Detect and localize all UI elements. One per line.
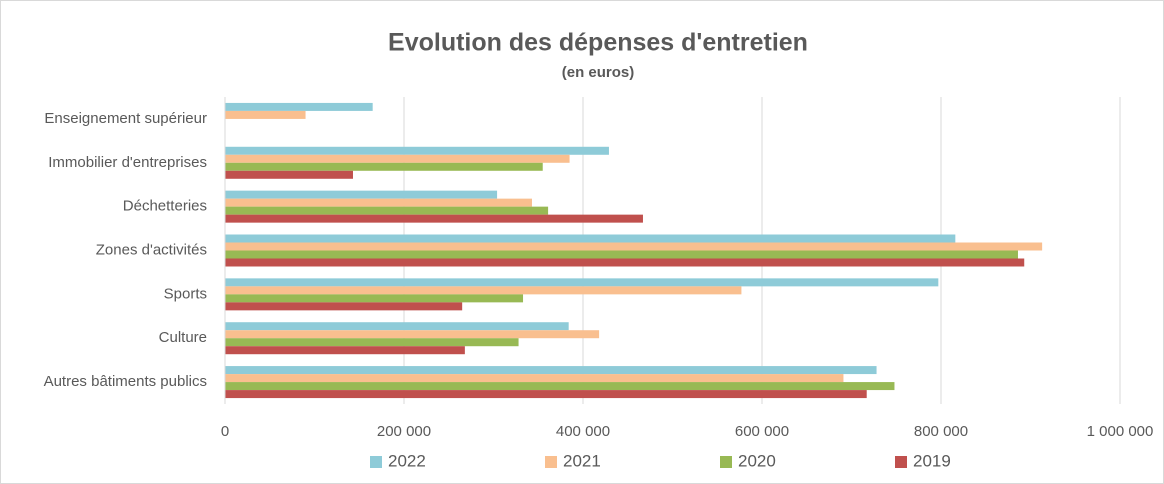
legend-label: 2019 (913, 451, 951, 470)
x-tick-label: 0 (221, 423, 229, 440)
x-tick-label: 200 000 (377, 423, 431, 440)
legend-swatch (895, 456, 907, 468)
bar (225, 214, 643, 223)
bar (225, 110, 306, 119)
x-tick-label: 600 000 (735, 423, 789, 440)
x-tick-label: 1 000 000 (1087, 423, 1154, 440)
y-tick-label: Enseignement supérieur (44, 110, 207, 127)
bar (225, 302, 463, 311)
bar (225, 374, 844, 383)
y-tick-label: Zones d'activités (96, 241, 207, 258)
legend-label: 2020 (738, 451, 776, 470)
bar (225, 170, 353, 179)
chart-subtitle: (en euros) (562, 64, 635, 81)
y-tick-label: Culture (159, 329, 207, 346)
legend-swatch (720, 456, 732, 468)
bar (225, 322, 569, 331)
bar (225, 162, 543, 171)
bar (225, 278, 939, 287)
bar (225, 258, 1025, 267)
y-tick-label: Immobilier d'entreprises (48, 154, 207, 171)
bar (225, 366, 877, 375)
legend-swatch (370, 456, 382, 468)
chart-title: Evolution des dépenses d'entretien (388, 29, 808, 57)
legend-label: 2021 (563, 451, 601, 470)
bar (225, 198, 532, 207)
bar (225, 390, 867, 399)
x-tick-label: 400 000 (556, 423, 610, 440)
bar (225, 382, 895, 391)
bar (225, 154, 570, 163)
y-tick-label: Autres bâtiments publics (44, 373, 207, 390)
bar (225, 206, 549, 215)
bar (225, 250, 1018, 259)
y-tick-label: Sports (164, 285, 207, 302)
bar (225, 146, 609, 155)
legend-swatch (545, 456, 557, 468)
bar (225, 242, 1043, 251)
bar (225, 286, 742, 295)
x-tick-label: 800 000 (914, 423, 968, 440)
bar (225, 234, 956, 243)
bar (225, 346, 465, 355)
bar (225, 190, 498, 199)
y-tick-label: Déchetteries (123, 198, 207, 215)
bar (225, 330, 600, 339)
bar (225, 338, 519, 347)
legend-label: 2022 (388, 451, 426, 470)
bar (225, 102, 373, 111)
bar (225, 294, 524, 303)
